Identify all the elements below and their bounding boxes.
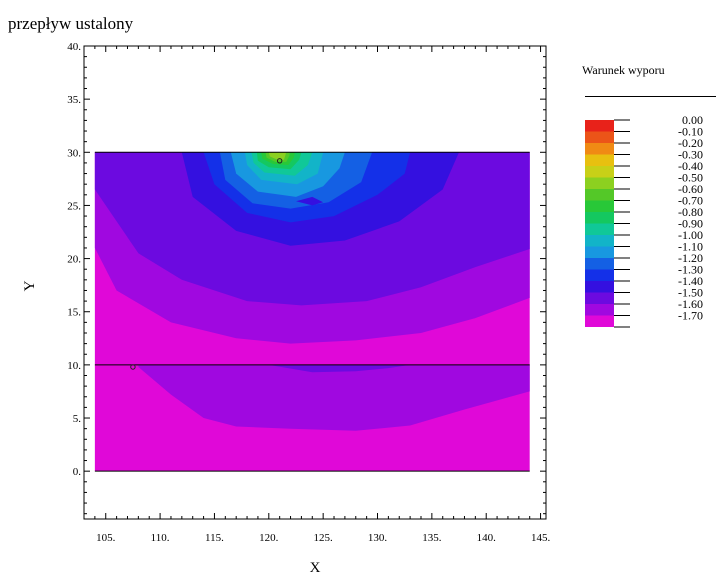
legend-swatch [585, 154, 614, 166]
legend-swatch [585, 235, 614, 247]
x-tick-label: 115. [205, 532, 224, 544]
legend-label: -0.80 [678, 205, 703, 219]
legend-label: -1.40 [678, 274, 703, 288]
domain-outline [94, 151, 530, 472]
contour-band-11 [268, 152, 287, 160]
x-tick-label: 125. [314, 532, 334, 544]
legend-swatch [585, 120, 614, 132]
legend-swatch [585, 223, 614, 235]
legend-swatch [585, 166, 614, 178]
legend-swatch [585, 292, 614, 304]
y-tick-label: 35. [67, 94, 81, 106]
y-tick-label: 15. [67, 307, 81, 319]
legend-label: -1.20 [678, 251, 703, 265]
x-tick-label: 130. [368, 532, 388, 544]
legend-title: Warunek wyporu [582, 63, 665, 77]
legend-label: -1.50 [678, 286, 703, 300]
y-tick-label: 20. [67, 254, 81, 266]
legend-label: -0.70 [678, 194, 703, 208]
legend-label: -1.30 [678, 263, 703, 277]
legend-swatch [585, 269, 614, 281]
x-tick-label: 105. [96, 532, 116, 544]
legend-label: 0.00 [682, 113, 703, 127]
y-tick-label: 25. [67, 200, 81, 212]
legend-swatch [585, 212, 614, 224]
contour-band-12 [138, 364, 530, 431]
legend-swatch [585, 177, 614, 189]
point-marker-0 [276, 158, 283, 164]
point-marker-1 [130, 364, 136, 370]
plot-frame [83, 45, 547, 520]
legend-title-rule [585, 96, 716, 97]
legend-swatch [585, 143, 614, 155]
chart-title: przepływ ustalony [8, 14, 134, 33]
x-tick-label: 145. [531, 532, 551, 544]
legend-swatch [585, 200, 614, 212]
legend-label: -0.90 [678, 217, 703, 231]
x-tick-label: 120. [259, 532, 279, 544]
legend-swatch [585, 258, 614, 270]
x-axis: 105. 110. 115. 120. 125. 130. 135. 140. 145. [83, 46, 551, 544]
y-axis-label: Y [22, 280, 38, 291]
y-tick-label: 30. [67, 147, 81, 159]
x-tick-label: 135. [422, 532, 442, 544]
legend-label: -0.40 [678, 159, 703, 173]
legend-swatch [585, 315, 614, 327]
x-tick-label: 140. [477, 532, 497, 544]
y-tick-label: 40. [67, 41, 81, 53]
contour-band-14 [296, 196, 324, 206]
y-tick-label: 5. [73, 413, 82, 425]
legend-swatch [585, 246, 614, 258]
legend-label: -0.50 [678, 171, 703, 185]
legend-label: -0.30 [678, 148, 703, 162]
legend-label: -1.60 [678, 297, 703, 311]
y-tick-label: 10. [67, 360, 81, 372]
legend-label: -0.60 [678, 182, 703, 196]
legend-label: -1.70 [678, 309, 703, 323]
legend-label: -1.00 [678, 228, 703, 242]
legend: 0.00-0.10-0.20-0.30-0.40-0.50-0.60-0.70-… [585, 113, 703, 328]
contour-bands [94, 152, 530, 472]
x-axis-label: X [310, 560, 321, 576]
legend-swatch [585, 189, 614, 201]
y-axis: 0. 5. 10. 15. 20. 25. 30. 35. 40. [67, 41, 546, 515]
legend-label: -0.20 [678, 136, 703, 150]
y-tick-label: 0. [73, 466, 82, 478]
legend-label: -1.10 [678, 240, 703, 254]
legend-swatch [585, 281, 614, 293]
x-tick-label: 110. [151, 532, 170, 544]
legend-swatch [585, 304, 614, 316]
contour-band-13 [268, 364, 411, 373]
legend-label: -0.10 [678, 125, 703, 139]
legend-swatch [585, 131, 614, 143]
